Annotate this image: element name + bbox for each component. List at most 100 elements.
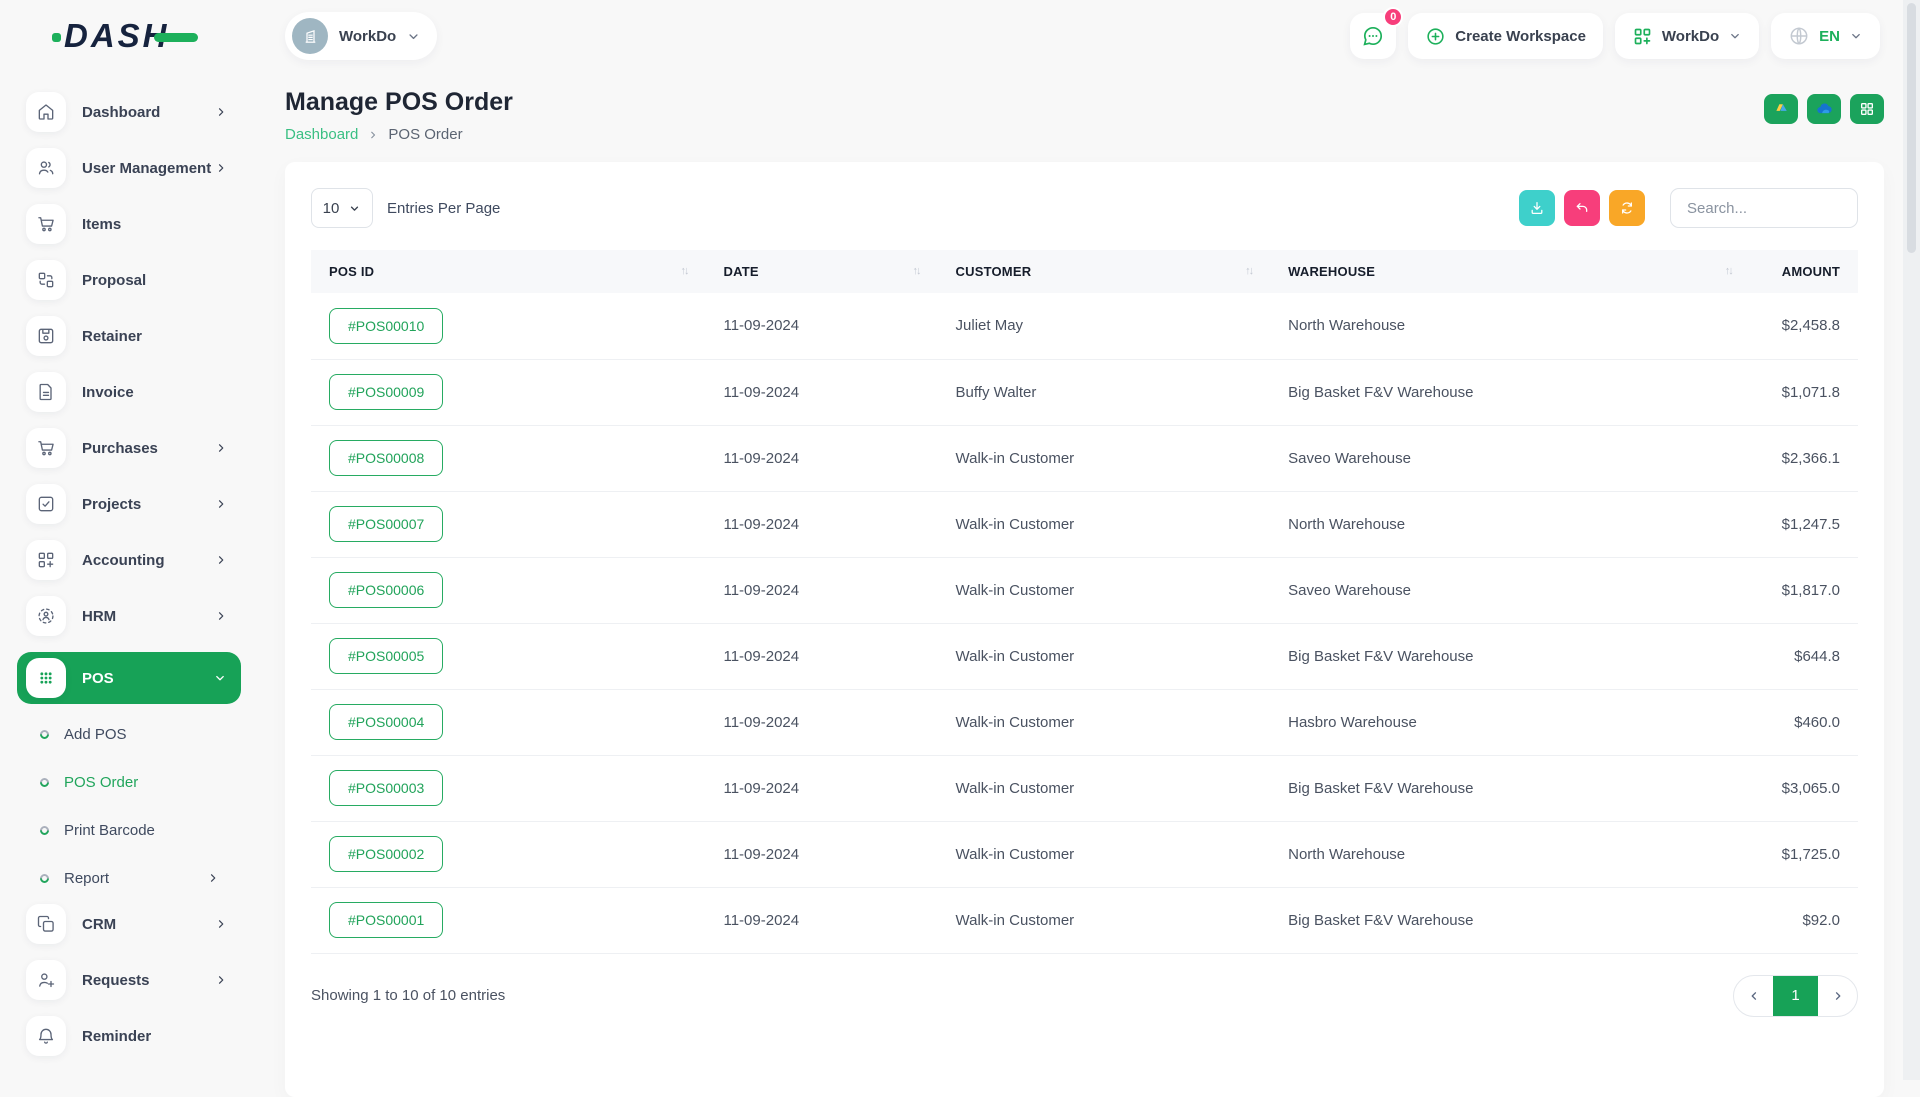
sort-icon[interactable]: ↑↓: [1245, 265, 1254, 277]
sidebar-item-hrm[interactable]: HRM: [26, 596, 232, 636]
google-drive-button[interactable]: [1764, 94, 1798, 124]
col-header-amount[interactable]: AMOUNT: [1749, 250, 1858, 293]
pagination: 1: [1733, 974, 1858, 1017]
undo-button[interactable]: [1564, 190, 1600, 226]
refresh-button[interactable]: [1609, 190, 1645, 226]
pos-id-badge[interactable]: #POS00006: [329, 572, 444, 608]
sidebar-item-proposal[interactable]: Proposal: [26, 260, 232, 300]
showing-entries-text: Showing 1 to 10 of 10 entries: [311, 987, 506, 1004]
pos-id-badge[interactable]: #POS00004: [329, 704, 444, 740]
submenu-item-report[interactable]: Report: [26, 854, 232, 902]
create-workspace-button[interactable]: Create Workspace: [1408, 13, 1603, 59]
search-input[interactable]: [1670, 188, 1858, 228]
warehouse-cell: North Warehouse: [1270, 821, 1750, 888]
chevron-right-icon: [218, 612, 224, 620]
sidebar-item-crm[interactable]: CRM: [26, 904, 232, 944]
scrollbar[interactable]: [1903, 0, 1920, 1080]
customer-cell: Walk-in Customer: [937, 755, 1271, 822]
amount-cell: $644.8: [1749, 623, 1858, 690]
sidebar-item-reminder[interactable]: Reminder: [26, 1016, 232, 1056]
bullet-icon: [38, 727, 51, 741]
app-logo[interactable]: DASH: [52, 17, 256, 55]
pagination-page-1[interactable]: 1: [1773, 975, 1818, 1016]
chevron-right-icon: [210, 874, 216, 882]
sidebar-item-dashboard[interactable]: Dashboard: [26, 92, 232, 132]
pos-id-badge[interactable]: #POS00001: [329, 902, 444, 938]
pos-id-badge[interactable]: #POS00008: [329, 440, 444, 476]
refresh-icon: [1622, 202, 1632, 214]
col-header-date[interactable]: DATE ↑↓: [705, 250, 938, 293]
pos-id-badge[interactable]: #POS00010: [329, 307, 444, 344]
breadcrumb-dashboard-link[interactable]: Dashboard: [285, 126, 359, 143]
pagination-next-button[interactable]: [1818, 976, 1857, 1016]
sidebar-item-user-management[interactable]: User Management: [26, 148, 232, 188]
page-title: Manage POS Order: [285, 88, 513, 116]
submenu-item-add-pos[interactable]: Add POS: [26, 710, 232, 758]
workspace-dropdown[interactable]: WorkDo: [1614, 13, 1760, 59]
table-controls: 10 Entries Per Page: [311, 188, 1858, 228]
sidebar-item-pos[interactable]: POS: [17, 652, 241, 704]
cart-icon: [26, 204, 66, 244]
pos-id-badge[interactable]: #POS00002: [329, 836, 444, 872]
table-row: #POS00006 11-09-2024 Walk-in Customer Sa…: [311, 557, 1858, 624]
sidebar-item-projects[interactable]: Projects: [26, 484, 232, 524]
sidebar-item-accounting[interactable]: Accounting: [26, 540, 232, 580]
table-footer: Showing 1 to 10 of 10 entries 1: [311, 974, 1858, 1017]
chevron-down-icon: [409, 33, 418, 39]
date-cell: 11-09-2024: [705, 425, 938, 492]
messages-button[interactable]: 0: [1350, 7, 1404, 59]
sort-icon[interactable]: ↑↓: [912, 265, 922, 277]
date-cell: 11-09-2024: [705, 821, 938, 888]
chevron-right-icon: [218, 556, 224, 564]
submenu-item-print-barcode[interactable]: Print Barcode: [26, 806, 232, 854]
chevron-right-icon: [218, 444, 224, 452]
submenu-item-pos-order[interactable]: POS Order: [26, 758, 232, 806]
workspace-selector[interactable]: WorkDo: [285, 12, 438, 60]
pos-id-badge[interactable]: #POS00007: [329, 506, 444, 542]
table-row: #POS00010 11-09-2024 Juliet May North Wa…: [311, 293, 1858, 360]
sort-icon[interactable]: ↑↓: [1724, 265, 1734, 277]
chevron-left-icon: [1751, 991, 1756, 1000]
home-icon: [26, 92, 66, 132]
sidebar-item-purchases[interactable]: Purchases: [26, 428, 232, 468]
workspace-dropdown-label: WorkDo: [1661, 27, 1720, 45]
onedrive-button[interactable]: [1807, 94, 1841, 124]
chevron-down-icon: [1852, 33, 1860, 39]
message-icon: [1363, 26, 1383, 46]
sort-icon[interactable]: ↑↓: [680, 265, 689, 277]
customer-cell: Walk-in Customer: [937, 821, 1271, 888]
breadcrumb: Dashboard POS Order: [285, 126, 513, 143]
customer-cell: Walk-in Customer: [937, 623, 1271, 690]
workspace-avatar: [292, 18, 328, 54]
bell-icon: [26, 1016, 66, 1056]
col-header-warehouse[interactable]: WAREHOUSE ↑↓: [1270, 250, 1750, 293]
language-dropdown[interactable]: EN: [1771, 13, 1880, 59]
table-header-row: POS ID ↑↓ DATE ↑↓ CUSTOMER ↑↓ WAREHOUSE ↑↓ A…: [311, 250, 1858, 293]
sidebar-item-items[interactable]: Items: [26, 204, 232, 244]
warehouse-cell: Hasbro Warehouse: [1270, 689, 1750, 756]
date-cell: 11-09-2024: [705, 491, 938, 558]
entries-per-page-select[interactable]: 10: [311, 188, 373, 228]
customer-cell: Walk-in Customer: [937, 887, 1271, 954]
pagination-prev-button[interactable]: [1734, 976, 1773, 1016]
grid-icon: [1861, 103, 1874, 116]
logo-dash: [153, 32, 198, 42]
scrollbar-thumb[interactable]: [1907, 3, 1916, 253]
date-cell: 11-09-2024: [705, 689, 938, 756]
logo-box: DASH: [0, 17, 256, 55]
col-header-customer[interactable]: CUSTOMER ↑↓: [937, 250, 1271, 293]
col-header-pos-id[interactable]: POS ID ↑↓: [311, 250, 706, 293]
workspace-name: WorkDo: [339, 27, 397, 45]
chevron-down-icon: [216, 675, 224, 681]
table-row: #POS00008 11-09-2024 Walk-in Customer Sa…: [311, 425, 1858, 492]
amount-cell: $1,817.0: [1749, 557, 1858, 624]
pos-id-badge[interactable]: #POS00009: [329, 374, 444, 410]
sidebar-item-retainer[interactable]: Retainer: [26, 316, 232, 356]
grid-view-button[interactable]: [1850, 94, 1884, 124]
sidebar-item-invoice[interactable]: Invoice: [26, 372, 232, 412]
head-actions: [1764, 94, 1884, 143]
pos-id-badge[interactable]: #POS00003: [329, 770, 444, 806]
export-button[interactable]: [1519, 190, 1555, 226]
pos-id-badge[interactable]: #POS00005: [329, 638, 444, 674]
sidebar-item-requests[interactable]: Requests: [26, 960, 232, 1000]
